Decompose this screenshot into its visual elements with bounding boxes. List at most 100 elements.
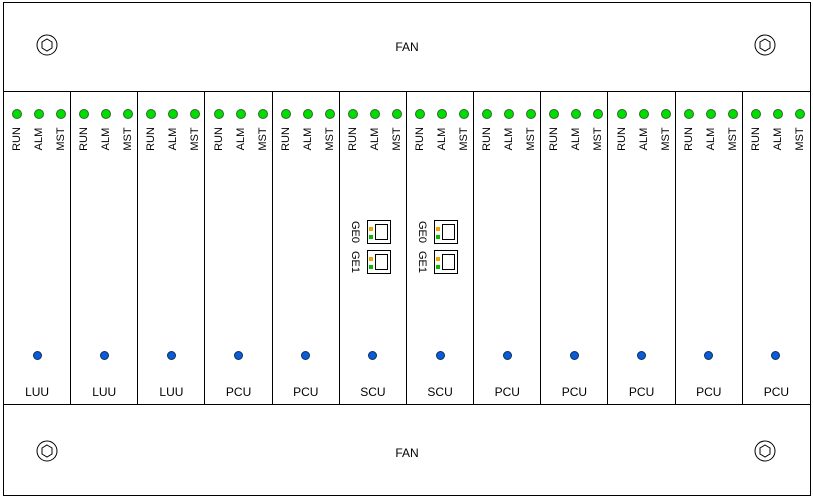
status-led-alm [571,109,582,119]
led-label: MST [256,127,269,151]
fan-tray-top: FAN [3,2,811,92]
card-slot: RUN ALM MST LUU [4,92,72,404]
card-slot: RUN ALM MST GE0 GE1 SCU [340,92,407,404]
status-led-run [750,109,761,119]
led-label: MST [323,127,336,151]
card-name-label: PCU [494,385,520,399]
led-label: MST [390,127,403,151]
led-label: RUN [212,127,225,151]
card-slot: RUN ALM MST GE0 GE1 SCU [407,92,475,404]
led-label: ALM [436,127,448,151]
status-led-mst [526,109,537,119]
status-led-run [347,109,358,119]
status-indicator-dot [32,351,42,360]
led-label: MST [659,127,672,151]
led-label: RUN [279,127,292,151]
ethernet-port-icon [366,220,391,244]
card-name-label: PCU [696,385,722,399]
led-label: RUN [682,127,695,151]
card-name-label: LUU [25,385,50,399]
led-label: ALM [637,127,650,151]
ethernet-port-icon [366,250,391,274]
status-indicator-dot [704,351,714,360]
card-slot: RUN ALM MST PCU [273,92,340,404]
status-led-run [213,109,224,119]
led-label: RUN [346,127,359,151]
led-label: ALM [33,127,45,151]
status-led-run [280,109,291,119]
status-led-mst [391,109,402,119]
led-label: ALM [167,127,180,151]
status-led-alm [101,109,112,119]
status-led-run [482,109,493,119]
card-name-label: LUU [159,385,184,399]
led-label: RUN [749,127,762,151]
led-label: RUN [78,127,91,151]
status-indicator-dot [368,351,378,360]
screw-icon [754,34,776,56]
card-slot: RUN ALM MST PCU [541,92,609,404]
led-label: ALM [368,127,381,151]
status-indicator-dot [637,351,647,360]
status-indicator-dot [166,351,176,360]
card-name-label: PCU [763,385,790,399]
led-label: MST [122,127,135,151]
led-label: MST [525,127,538,151]
card-name-label: PCU [293,385,319,399]
card-name-label: PCU [225,385,252,399]
status-led-mst [123,109,134,119]
status-led-alm [235,109,246,119]
led-label: ALM [570,127,583,151]
card-slot: RUN ALM MST PCU [743,92,810,404]
status-led-alm [302,109,313,119]
card-name-label: PCU [561,385,588,399]
status-led-alm [369,109,380,119]
status-led-alm [504,109,515,119]
led-label: ALM [704,127,717,151]
screw-icon [36,34,58,56]
led-label: RUN [145,127,158,151]
status-indicator-dot [234,351,244,360]
led-label: RUN [615,127,628,151]
led-label: ALM [100,127,113,151]
led-label: ALM [771,127,784,151]
status-led-mst [727,109,738,119]
status-led-alm [34,109,44,119]
port-label: GE1 [416,250,428,273]
led-label: MST [793,127,806,151]
status-led-mst [56,109,66,119]
status-led-mst [257,109,268,119]
led-label: RUN [548,127,561,151]
card-slot: RUN ALM MST PCU [676,92,743,404]
status-led-alm [638,109,649,119]
led-label: ALM [234,127,247,151]
card-slot: RUN ALM MST PCU [474,92,542,404]
status-led-alm [168,109,179,119]
status-led-alm [437,109,447,119]
status-led-run [616,109,627,119]
status-indicator-dot [771,351,781,360]
status-led-mst [660,109,671,119]
status-led-run [12,109,22,119]
card-name-label: SCU [360,385,386,399]
card-slot: RUN ALM MST LUU [138,92,206,404]
status-led-run [549,109,560,119]
status-led-mst [593,109,604,119]
status-led-run [79,109,90,119]
fan-top-label: FAN [395,40,419,54]
status-led-alm [705,109,716,119]
card-name-label: LUU [92,385,117,399]
led-label: ALM [503,127,516,151]
screw-icon [754,440,776,462]
status-indicator-dot [301,351,311,360]
led-label: MST [726,127,739,151]
card-name-label: PCU [628,385,655,399]
port-label: GE1 [348,250,361,273]
ethernet-port-icon [434,220,458,244]
card-name-label: SCU [427,385,453,399]
led-label: MST [458,127,470,151]
led-label: RUN [414,127,426,151]
status-indicator-dot [435,351,445,360]
led-label: MST [592,127,605,151]
card-slot: RUN ALM MST PCU [609,92,676,404]
